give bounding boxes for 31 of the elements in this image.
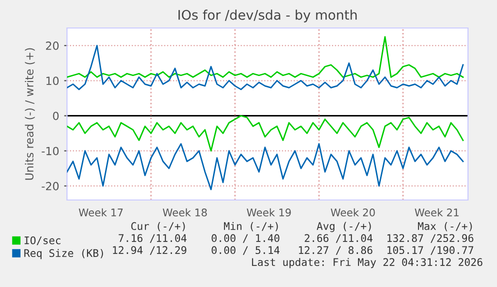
legend-label: IO/sec (24, 236, 60, 246)
legend-label: Req Size (KB) (24, 248, 103, 260)
text: 2.66 /11.04 (304, 234, 373, 243)
text: 0.00 / 5.14 (212, 246, 280, 255)
x-tick-label: Week 17 (78, 208, 123, 216)
line-series (67, 44, 464, 90)
y-tick-label: 20 (46, 42, 59, 50)
text: 0.00 / 1.40 (212, 234, 280, 243)
text: 12.27 / 8.86 (299, 246, 372, 255)
text: Max (-/+) (418, 222, 472, 232)
x-tick-label: Week 21 (414, 208, 459, 216)
line-series (67, 143, 464, 190)
text: Avg (-/+) (316, 222, 371, 232)
chart-title: IOs for /dev/sda - by month (178, 10, 357, 22)
text: Last update: Fri May 22 04:31:12 2026 (252, 258, 482, 268)
x-tick-label: Week 19 (246, 208, 291, 216)
text: 7.16 /11.04 (118, 234, 187, 243)
text: Min (-/+) (224, 222, 278, 232)
text: 105.17 /190.77 (387, 246, 474, 255)
y-tick-label: 10 (46, 76, 59, 86)
text: 12.94 /12.29 (113, 246, 186, 255)
text: Cur (-/+) (131, 222, 185, 232)
x-tick-label: Week 18 (162, 208, 207, 216)
x-tick-label: Week 20 (330, 208, 375, 216)
y-tick-label: -20 (42, 182, 59, 190)
y-axis-title: Units read (-) / write (+) (24, 48, 35, 180)
y-tick-label: 0 (53, 112, 59, 120)
line-series (67, 36, 464, 78)
y-tick-label: -10 (42, 146, 59, 156)
text: 132.87 /252.96 (387, 234, 474, 243)
line-series (67, 115, 464, 152)
